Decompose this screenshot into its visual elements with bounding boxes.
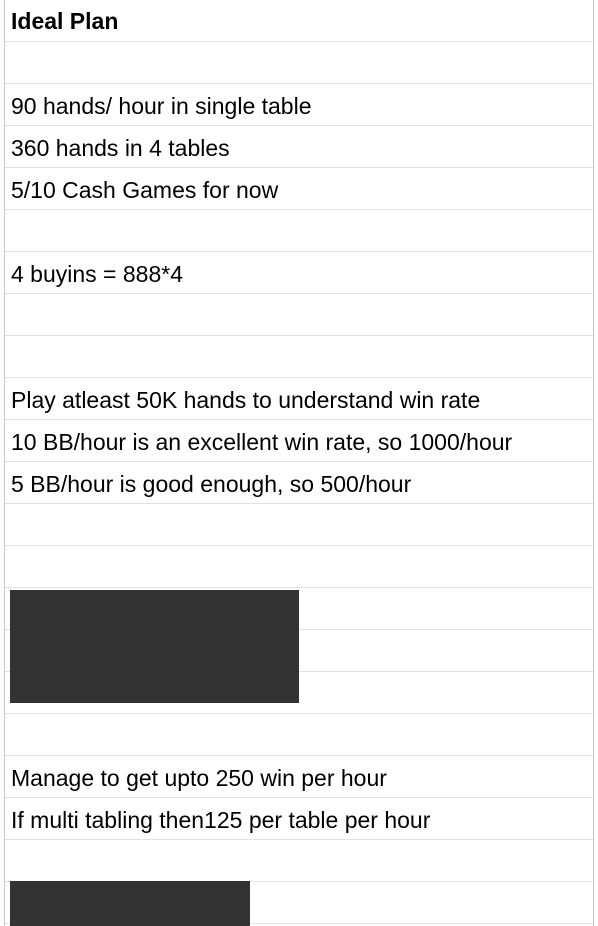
cell[interactable]: 90 hands/ hour in single table [11,93,312,119]
sheet-row-5[interactable]: 5/10 Cash Games for now [5,168,593,210]
sheet-right-border [593,0,594,926]
cell[interactable]: 5 BB/hour is good enough, so 500/hour [11,471,412,497]
sheet-row-12[interactable]: 5 BB/hour is good enough, so 500/hour [5,462,593,504]
cell[interactable]: Play atleast 50K hands to understand win… [11,387,481,413]
sheet-row-13[interactable] [5,504,593,546]
sheet-row-20[interactable]: If multi tabling then125 per table per h… [5,798,593,840]
sheet-row-15[interactable] [5,588,593,630]
sheet-row-14[interactable] [5,546,593,588]
sheet-row-3[interactable]: 90 hands/ hour in single table [5,84,593,126]
sheet-row-18[interactable] [5,714,593,756]
cell[interactable]: 5/10 Cash Games for now [11,177,279,203]
redacted-block [10,590,299,703]
sheet-row-22[interactable] [5,882,593,924]
sheet-row-2[interactable] [5,42,593,84]
sheet-row-6[interactable] [5,210,593,252]
sheet-row-4[interactable]: 360 hands in 4 tables [5,126,593,168]
sheet-row-19[interactable]: Manage to get upto 250 win per hour [5,756,593,798]
sheet-row-16[interactable] [5,630,593,672]
cell-title[interactable]: Ideal Plan [11,8,119,34]
cell[interactable]: Manage to get upto 250 win per hour [11,765,387,791]
sheet-row-10[interactable]: Play atleast 50K hands to understand win… [5,378,593,420]
cell[interactable]: 4 buyins = 888*4 [11,261,183,287]
sheet-row-1[interactable]: Ideal Plan [5,0,593,42]
sheet-row-7[interactable]: 4 buyins = 888*4 [5,252,593,294]
sheet-row-8[interactable] [5,294,593,336]
cell[interactable]: 10 BB/hour is an excellent win rate, so … [11,429,513,455]
cell[interactable]: If multi tabling then125 per table per h… [11,807,431,833]
cell[interactable]: 360 hands in 4 tables [11,135,230,161]
sheet-left-border [4,0,5,926]
sheet-row-21[interactable] [5,840,593,882]
sheet-row-11[interactable]: 10 BB/hour is an excellent win rate, so … [5,420,593,462]
sheet-row-9[interactable] [5,336,593,378]
redacted-block [10,881,250,926]
sheet-rows: Ideal Plan 90 hands/ hour in single tabl… [5,0,593,924]
sheet-row-17[interactable] [5,672,593,714]
